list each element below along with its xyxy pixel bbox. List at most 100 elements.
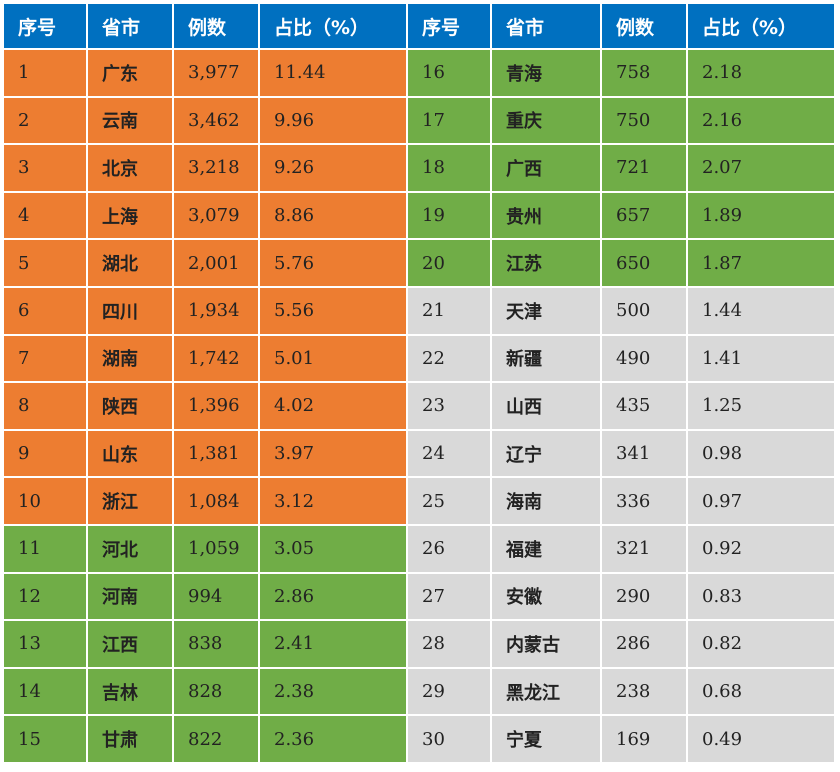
left-index-cell: 4: [4, 192, 86, 239]
right-index-cell: 20: [408, 240, 490, 286]
right-count-cell: 321: [602, 525, 686, 572]
right-index-cell: 25: [408, 478, 490, 524]
right-index-cell: 19: [408, 192, 490, 239]
left-province-cell: 湖北: [88, 240, 172, 286]
right-percent-cell: 0.92: [688, 525, 834, 572]
left-province-cell: 浙江: [88, 478, 172, 524]
left-count-cell: 3,462: [174, 97, 258, 144]
left-count-cell: 822: [174, 716, 258, 762]
left-percent-cell: 2.38: [260, 668, 406, 715]
right-count-cell: 721: [602, 145, 686, 191]
left-province-cell: 山东: [88, 430, 172, 477]
left-percent-cell: 8.86: [260, 192, 406, 239]
table-row: 10 浙江 1,084 3.12 25 海南 336 0.97: [4, 478, 834, 524]
right-index-cell: 21: [408, 287, 490, 334]
right-index-cell: 30: [408, 716, 490, 762]
left-percent-cell: 9.26: [260, 145, 406, 191]
left-count-cell: 828: [174, 668, 258, 715]
left-count-cell: 1,381: [174, 430, 258, 477]
left-percent-cell: 5.76: [260, 240, 406, 286]
left-count-cell: 1,742: [174, 335, 258, 382]
left-index-cell: 9: [4, 430, 86, 477]
right-province-cell: 重庆: [492, 97, 600, 144]
right-province-cell: 安徽: [492, 573, 600, 620]
right-percent-cell: 1.41: [688, 335, 834, 382]
right-index-cell: 26: [408, 525, 490, 572]
right-count-cell: 341: [602, 430, 686, 477]
left-percent-cell: 9.96: [260, 97, 406, 144]
header-index-right: 序号: [408, 4, 490, 48]
right-index-cell: 16: [408, 50, 490, 96]
right-percent-cell: 2.16: [688, 97, 834, 144]
left-province-cell: 云南: [88, 97, 172, 144]
right-province-cell: 内蒙古: [492, 621, 600, 667]
left-index-cell: 6: [4, 287, 86, 334]
left-index-cell: 10: [4, 478, 86, 524]
left-index-cell: 1: [4, 50, 86, 96]
left-percent-cell: 4.02: [260, 383, 406, 429]
header-row: 序号 省市 例数 占比（%） 序号 省市 例数 占比（%）: [4, 4, 834, 48]
header-index-left: 序号: [4, 4, 86, 48]
right-index-cell: 17: [408, 97, 490, 144]
left-index-cell: 15: [4, 716, 86, 762]
left-count-cell: 1,059: [174, 525, 258, 572]
left-province-cell: 江西: [88, 621, 172, 667]
right-index-cell: 28: [408, 621, 490, 667]
table-row: 7 湖南 1,742 5.01 22 新疆 490 1.41: [4, 335, 834, 382]
table-row: 5 湖北 2,001 5.76 20 江苏 650 1.87: [4, 240, 834, 286]
left-province-cell: 河北: [88, 525, 172, 572]
left-percent-cell: 5.01: [260, 335, 406, 382]
left-province-cell: 吉林: [88, 668, 172, 715]
left-index-cell: 13: [4, 621, 86, 667]
right-percent-cell: 1.87: [688, 240, 834, 286]
table-row: 13 江西 838 2.41 28 内蒙古 286 0.82: [4, 621, 834, 667]
right-count-cell: 169: [602, 716, 686, 762]
right-percent-cell: 2.07: [688, 145, 834, 191]
table-row: 6 四川 1,934 5.56 21 天津 500 1.44: [4, 287, 834, 334]
left-province-cell: 湖南: [88, 335, 172, 382]
left-index-cell: 2: [4, 97, 86, 144]
right-index-cell: 27: [408, 573, 490, 620]
left-percent-cell: 3.97: [260, 430, 406, 477]
left-count-cell: 1,396: [174, 383, 258, 429]
right-count-cell: 286: [602, 621, 686, 667]
table-body: 1 广东 3,977 11.44 16 青海 758 2.18 2 云南 3,462 9.96 17 重庆…: [4, 50, 834, 762]
right-percent-cell: 2.18: [688, 50, 834, 96]
right-province-cell: 新疆: [492, 335, 600, 382]
right-percent-cell: 0.82: [688, 621, 834, 667]
right-province-cell: 海南: [492, 478, 600, 524]
right-percent-cell: 1.25: [688, 383, 834, 429]
right-percent-cell: 1.89: [688, 192, 834, 239]
table-row: 1 广东 3,977 11.44 16 青海 758 2.18: [4, 50, 834, 96]
province-case-table: 序号 省市 例数 占比（%） 序号 省市 例数 占比（%） 1 广东 3,977 11…: [2, 2, 836, 764]
left-percent-cell: 11.44: [260, 50, 406, 96]
right-index-cell: 29: [408, 668, 490, 715]
left-province-cell: 广东: [88, 50, 172, 96]
left-province-cell: 甘肃: [88, 716, 172, 762]
table-row: 15 甘肃 822 2.36 30 宁夏 169 0.49: [4, 716, 834, 762]
right-count-cell: 750: [602, 97, 686, 144]
table-row: 8 陕西 1,396 4.02 23 山西 435 1.25: [4, 383, 834, 429]
left-index-cell: 5: [4, 240, 86, 286]
table-row: 12 河南 994 2.86 27 安徽 290 0.83: [4, 573, 834, 620]
left-index-cell: 12: [4, 573, 86, 620]
right-province-cell: 广西: [492, 145, 600, 191]
left-count-cell: 2,001: [174, 240, 258, 286]
right-index-cell: 24: [408, 430, 490, 477]
table-row: 9 山东 1,381 3.97 24 辽宁 341 0.98: [4, 430, 834, 477]
left-percent-cell: 2.86: [260, 573, 406, 620]
right-count-cell: 657: [602, 192, 686, 239]
right-count-cell: 490: [602, 335, 686, 382]
left-province-cell: 北京: [88, 145, 172, 191]
table-row: 11 河北 1,059 3.05 26 福建 321 0.92: [4, 525, 834, 572]
left-index-cell: 3: [4, 145, 86, 191]
left-count-cell: 3,977: [174, 50, 258, 96]
right-percent-cell: 1.44: [688, 287, 834, 334]
header-percent-right: 占比（%）: [688, 4, 834, 48]
right-count-cell: 238: [602, 668, 686, 715]
right-percent-cell: 0.83: [688, 573, 834, 620]
table-row: 14 吉林 828 2.38 29 黑龙江 238 0.68: [4, 668, 834, 715]
right-province-cell: 福建: [492, 525, 600, 572]
right-count-cell: 500: [602, 287, 686, 334]
